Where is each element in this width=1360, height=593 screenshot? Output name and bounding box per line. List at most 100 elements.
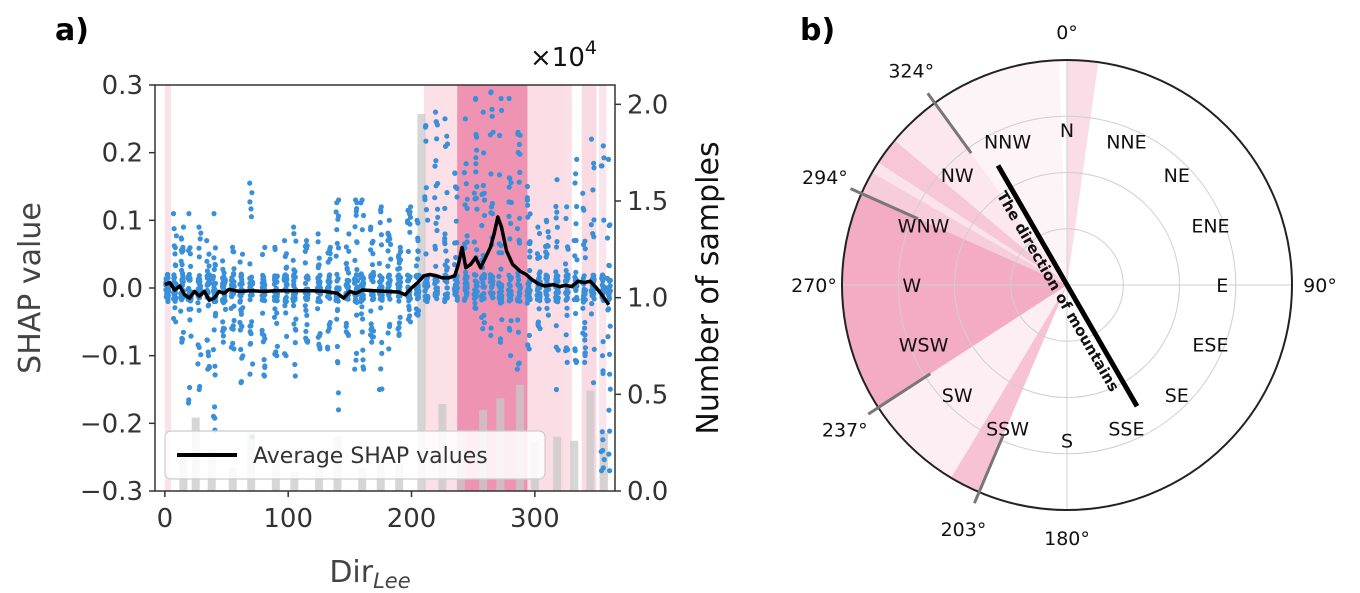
- shap-point: [304, 322, 310, 328]
- shap-point: [461, 297, 468, 303]
- shap-point: [343, 244, 349, 250]
- compass-label: NW: [941, 165, 974, 187]
- shap-point: [305, 276, 311, 282]
- shap-point: [496, 295, 502, 301]
- shap-point: [444, 258, 450, 264]
- shap-point: [506, 213, 512, 219]
- shap-point: [479, 314, 485, 320]
- shap-point: [370, 251, 376, 257]
- shap-point: [368, 321, 374, 327]
- shap-point: [591, 160, 597, 166]
- shap-point: [454, 194, 460, 200]
- shap-point: [415, 220, 421, 226]
- shap-point: [463, 276, 469, 282]
- shap-point: [261, 332, 267, 338]
- x-axis-ticks: 0 100 200 300: [157, 491, 560, 534]
- shap-point: [188, 333, 194, 339]
- axis-angle-label: 180°: [1044, 528, 1090, 550]
- shap-point: [238, 346, 244, 353]
- polar-sector-2: [842, 193, 1067, 408]
- shap-point: [204, 273, 210, 279]
- shap-point: [444, 265, 450, 271]
- shap-point: [354, 206, 360, 212]
- shap-point: [572, 253, 578, 259]
- shap-point: [367, 227, 374, 233]
- shap-point: [553, 323, 559, 329]
- shap-point: [397, 244, 403, 250]
- shap-point: [303, 294, 309, 300]
- marked-angle-label: 294°: [802, 167, 848, 189]
- shap-point: [453, 291, 459, 297]
- shap-point: [247, 371, 253, 377]
- shap-point: [473, 96, 479, 102]
- shap-point: [464, 196, 470, 202]
- shap-point: [580, 205, 586, 211]
- sample-bar-6: [290, 471, 299, 491]
- shap-point: [212, 313, 218, 319]
- axis-angle-labels: 0° 90° 180° 270°: [791, 22, 1337, 550]
- shap-point: [211, 211, 217, 217]
- shap-point: [230, 291, 236, 297]
- shap-point: [334, 271, 340, 277]
- shap-point: [546, 234, 552, 240]
- x-tick-label: 300: [510, 504, 560, 534]
- shap-point: [544, 298, 550, 304]
- shap-point: [480, 109, 486, 115]
- shap-point: [406, 275, 413, 281]
- shap-point: [508, 199, 514, 206]
- shap-point: [590, 272, 596, 278]
- shap-point: [396, 331, 402, 337]
- shap-point: [581, 273, 587, 279]
- shap-point: [553, 244, 560, 250]
- shap-point: [496, 172, 503, 178]
- shap-point: [554, 239, 560, 245]
- shap-point: [197, 383, 203, 390]
- shap-point: [432, 277, 438, 283]
- shap-point: [211, 327, 217, 333]
- shap-point: [291, 282, 297, 288]
- shap-point: [205, 349, 211, 355]
- shap-point: [442, 231, 448, 237]
- shap-point: [388, 241, 394, 247]
- shap-point: [284, 264, 290, 270]
- compass-label: ENE: [1191, 216, 1229, 238]
- y-axis-ticks: −0.3 −0.2 −0.1 0.0 0.1 0.2 0.3: [80, 71, 155, 507]
- shap-point: [515, 281, 521, 287]
- shap-point: [442, 205, 448, 211]
- shap-point: [565, 347, 571, 353]
- shap-point: [360, 212, 367, 219]
- shap-point: [508, 275, 514, 281]
- shap-point: [433, 158, 439, 164]
- shap-point: [591, 276, 597, 283]
- shap-point: [346, 248, 352, 254]
- shap-point: [413, 306, 419, 312]
- shap-point: [527, 296, 533, 303]
- shap-point: [395, 273, 401, 279]
- shap-point: [415, 238, 421, 244]
- shap-point: [354, 278, 361, 284]
- shap-point: [473, 155, 479, 161]
- shap-point: [453, 218, 459, 224]
- marked-angle-line: [926, 92, 973, 155]
- shap-point: [435, 214, 441, 220]
- shap-point: [378, 207, 384, 213]
- shap-point: [179, 262, 185, 268]
- shap-point: [480, 280, 486, 286]
- shap-point: [315, 239, 321, 245]
- shap-point: [601, 217, 607, 223]
- average-shap-path: [164, 215, 611, 306]
- shap-point: [172, 251, 178, 257]
- shap-point: [237, 298, 243, 304]
- shap-point: [220, 284, 226, 290]
- shap-point: [360, 316, 366, 322]
- shap-point: [292, 326, 298, 332]
- shap-point: [180, 247, 186, 254]
- compass-label: W: [902, 275, 921, 297]
- shap-point: [514, 366, 520, 372]
- shap-point: [481, 295, 487, 301]
- shap-point: [580, 330, 586, 336]
- shap-point: [479, 222, 485, 229]
- shap-point: [497, 132, 503, 139]
- shap-point: [353, 212, 359, 218]
- sample-bar-12: [417, 114, 426, 491]
